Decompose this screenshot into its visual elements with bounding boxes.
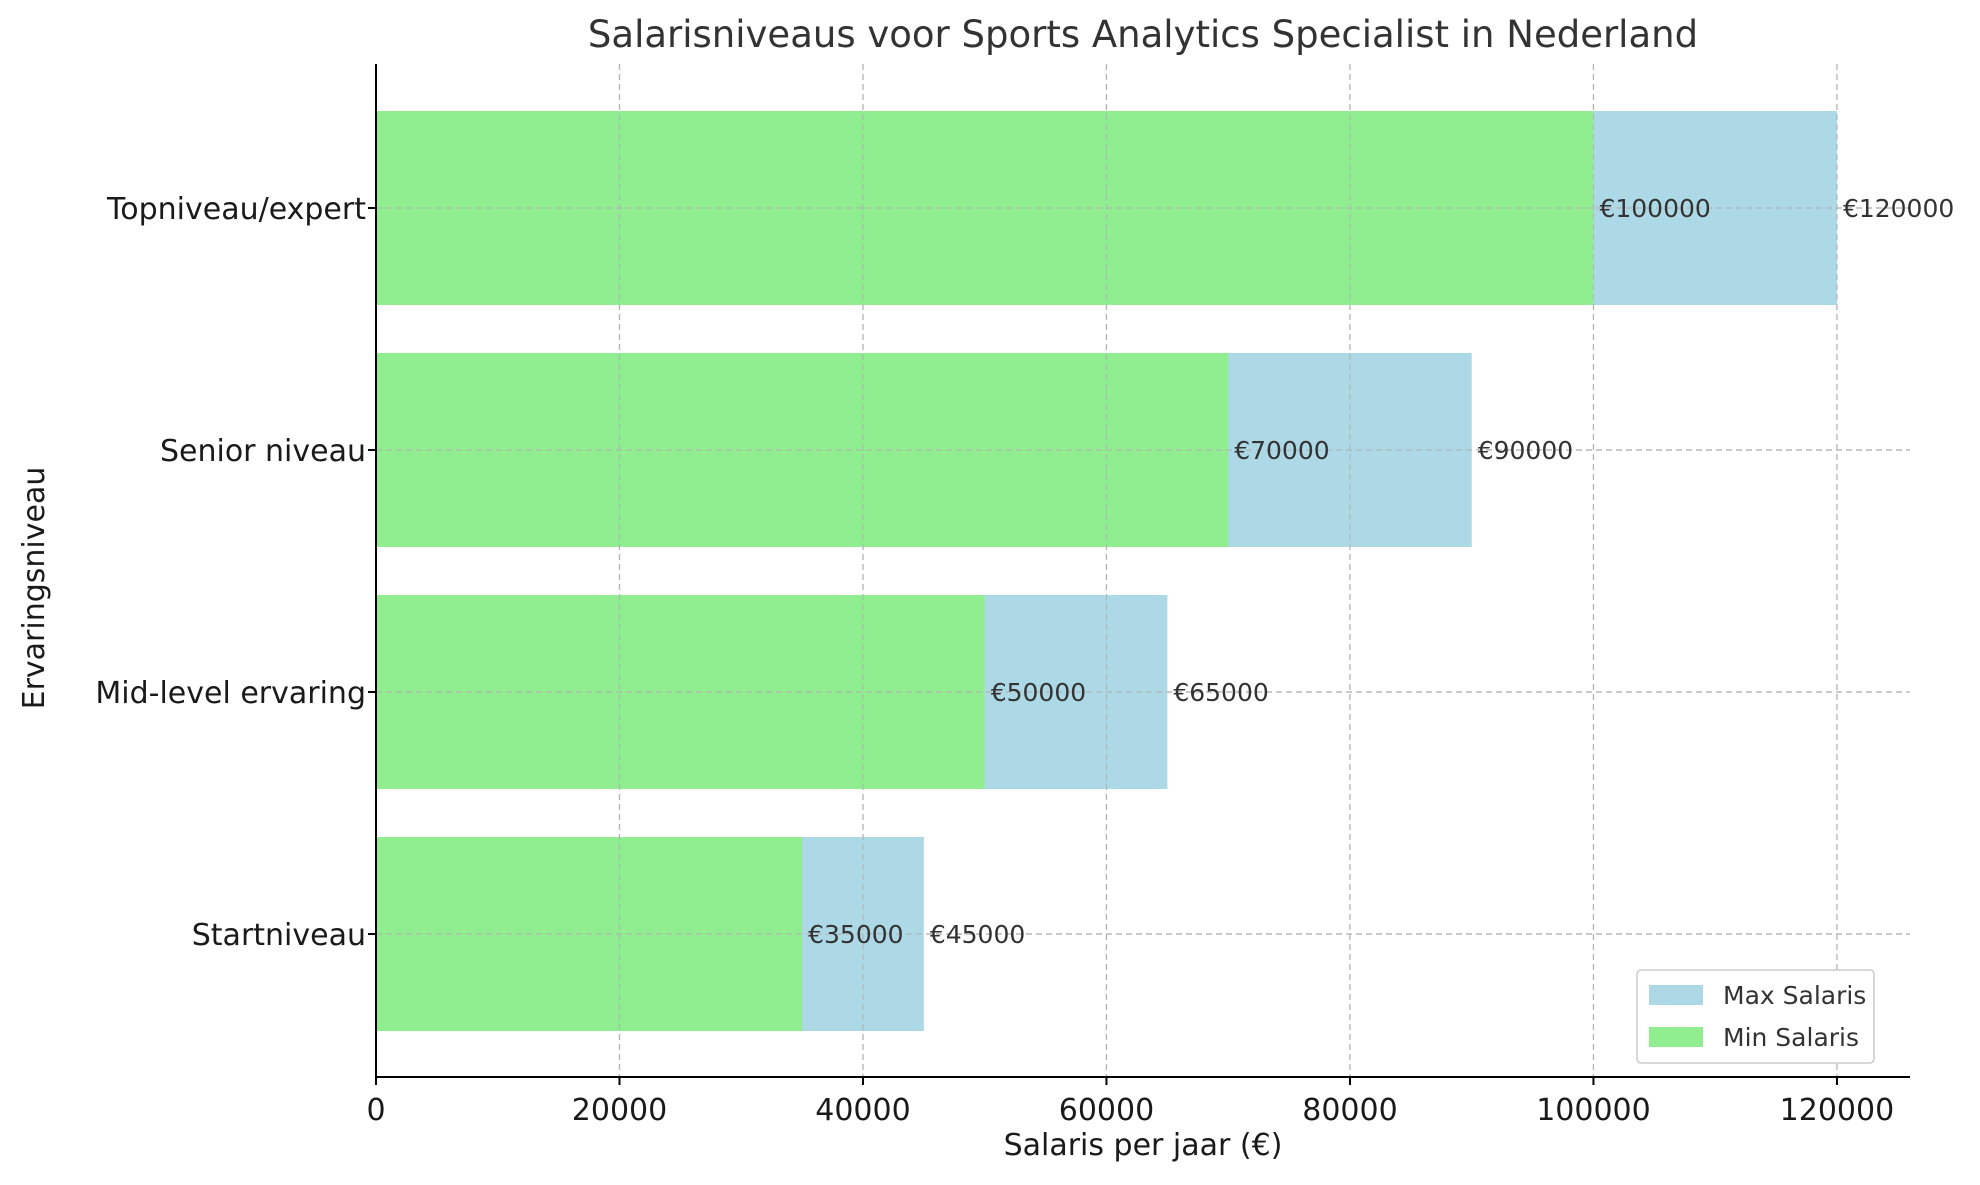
data-label-max: €45000 — [930, 920, 1025, 949]
data-label-max: €65000 — [1173, 678, 1268, 707]
data-label-min: €50000 — [991, 678, 1086, 707]
y-tick-label: Startniveau — [192, 918, 366, 953]
x-tick-label: 60000 — [1059, 1093, 1154, 1128]
x-tick-label: 80000 — [1302, 1093, 1397, 1128]
legend: Max Salaris Min Salaris — [1636, 969, 1875, 1064]
data-label-min: €70000 — [1234, 436, 1329, 465]
y-tick-label: Senior niveau — [160, 434, 366, 469]
legend-label: Max Salaris — [1723, 981, 1866, 1010]
legend-swatch — [1649, 1027, 1703, 1047]
axes: 0 20000 40000 60000 80000 100000 120000 Startni… — [95, 64, 1910, 1128]
data-label-max: €120000 — [1843, 194, 1954, 223]
x-tick-label: 20000 — [572, 1093, 667, 1128]
x-tick-label: 40000 — [815, 1093, 910, 1128]
x-axis-label: Salaris per jaar (€) — [1004, 1128, 1283, 1163]
grid-overlay — [376, 64, 1910, 1077]
y-axis-label: Ervaringsniveau — [17, 467, 52, 710]
y-tick-label: Mid-level ervaring — [95, 676, 366, 711]
data-label-min: €100000 — [1599, 194, 1710, 223]
bars — [376, 64, 1910, 1077]
chart-title: Salarisniveaus voor Sports Analytics Spe… — [588, 13, 1698, 56]
data-label-min: €35000 — [808, 920, 903, 949]
x-tick-label: 100000 — [1536, 1093, 1651, 1128]
x-tick-label: 120000 — [1780, 1093, 1895, 1128]
data-labels: €35000 €45000 €50000 €65000 €70000 €90000 €100… — [808, 194, 1954, 949]
legend-swatch — [1649, 985, 1703, 1005]
x-tick-label: 0 — [366, 1093, 385, 1128]
legend-label: Min Salaris — [1723, 1023, 1859, 1052]
data-label-max: €90000 — [1478, 436, 1573, 465]
y-tick-label: Topniveau/expert — [106, 192, 366, 227]
